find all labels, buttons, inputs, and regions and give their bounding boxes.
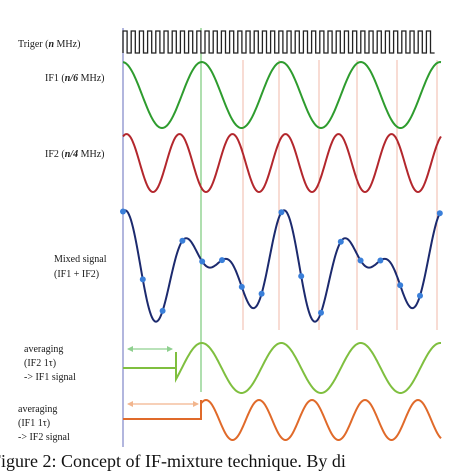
sample-point xyxy=(417,292,423,299)
averaging-if1-window-label: (IF1 1τ) xyxy=(18,418,50,429)
sample-point xyxy=(219,257,225,264)
trigger-waveform xyxy=(122,30,435,54)
mixed-signal-label: Mixed signal xyxy=(54,254,107,265)
sample-point xyxy=(258,290,265,297)
averaging-if2-result-label: -> IF1 signal xyxy=(24,372,76,383)
mixed-signal-sublabel: (IF1 + IF2) xyxy=(54,269,99,280)
sample-point xyxy=(298,273,305,280)
if1-waveform xyxy=(122,60,442,130)
sample-point xyxy=(337,238,344,245)
sample-point xyxy=(179,237,186,244)
if1-label: IF1 (n/6 MHz) xyxy=(45,73,104,84)
trigger-label: Triger (n MHz) xyxy=(18,39,80,50)
guide-lines xyxy=(200,28,438,392)
sample-points xyxy=(120,208,443,316)
double-headed-arrow-icon xyxy=(127,401,199,407)
sample-point xyxy=(357,257,364,264)
sample-point xyxy=(377,257,384,264)
sample-point xyxy=(199,258,206,265)
sample-point xyxy=(159,307,166,314)
sample-point xyxy=(139,276,146,283)
sample-point xyxy=(436,210,443,217)
averaged-if1-output-waveform xyxy=(123,342,441,395)
averaging-if2-window-label: (IF2 1τ) xyxy=(24,358,56,369)
averaging-if2-label: averaging xyxy=(24,344,63,355)
averaging-if1-result-label: -> IF2 signal xyxy=(18,432,70,443)
mixed-signal-waveform xyxy=(122,209,442,323)
averaging-if1-label: averaging xyxy=(18,404,57,415)
sample-point xyxy=(238,283,245,290)
sample-point xyxy=(120,208,126,215)
averaged-if2-output-waveform xyxy=(123,398,442,441)
if2-label: IF2 (n/4 MHz) xyxy=(45,149,104,160)
double-headed-arrow-icon xyxy=(127,346,173,352)
figure-caption: Figure 2: Concept of IF-mixture techniqu… xyxy=(0,451,346,471)
sample-point xyxy=(278,209,285,216)
if2-waveform xyxy=(122,133,442,194)
sample-point xyxy=(318,309,324,316)
sample-point xyxy=(397,282,404,289)
